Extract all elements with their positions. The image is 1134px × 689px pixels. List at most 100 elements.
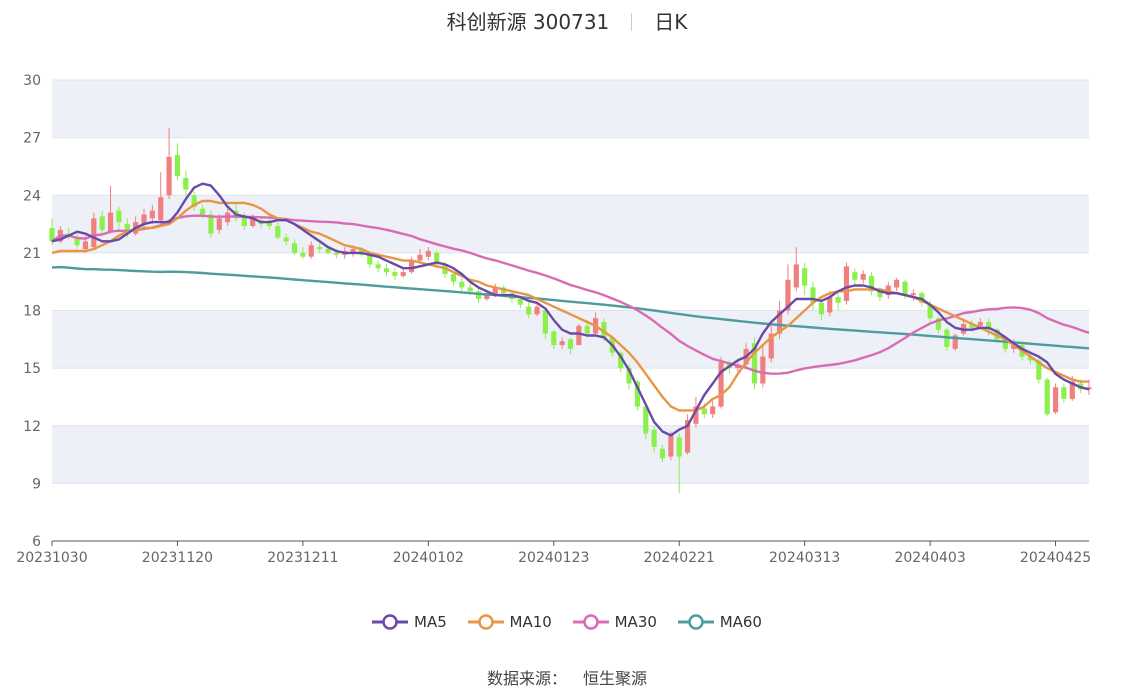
candle-down bbox=[877, 291, 883, 298]
candle-up bbox=[710, 406, 716, 415]
plot-band bbox=[52, 80, 1089, 138]
chart-title: 科创新源 300731 日K bbox=[0, 6, 1134, 35]
candle-up bbox=[400, 272, 406, 276]
candle-up bbox=[843, 266, 850, 301]
candle-up bbox=[793, 264, 799, 288]
candle-up bbox=[860, 274, 866, 280]
y-tick-label: 6 bbox=[32, 534, 41, 550]
x-axis: 20231030 20231120 20231211 20240102 20240123… bbox=[16, 540, 1091, 566]
candle-up bbox=[141, 214, 147, 225]
candle-up bbox=[910, 293, 916, 296]
candle-down bbox=[584, 325, 590, 334]
candle-up bbox=[216, 218, 222, 230]
candle-down bbox=[283, 237, 289, 242]
legend-item-ma60[interactable]: MA60 bbox=[677, 613, 762, 631]
candle-down bbox=[542, 310, 549, 334]
legend-item-ma5[interactable]: MA5 bbox=[372, 613, 447, 631]
candle-down bbox=[291, 243, 298, 253]
candle-down bbox=[567, 339, 574, 349]
candle-down bbox=[902, 281, 908, 296]
ma30-legend-icon bbox=[572, 614, 609, 630]
ma5-line bbox=[51, 182, 1090, 437]
candle-up bbox=[107, 212, 114, 232]
candle-up bbox=[91, 218, 97, 248]
candle-up bbox=[894, 279, 900, 288]
y-tick-label: 24 bbox=[23, 188, 41, 204]
candle-up bbox=[1052, 387, 1059, 413]
candle-down bbox=[626, 368, 632, 384]
legend-label: MA10 bbox=[509, 613, 552, 631]
candle-down bbox=[551, 331, 557, 346]
candle-down bbox=[1061, 387, 1067, 399]
x-tick-label: 20240102 bbox=[393, 550, 464, 566]
y-tick-label: 27 bbox=[23, 131, 41, 147]
candle-down bbox=[317, 247, 323, 250]
x-tick-label: 20240221 bbox=[644, 550, 715, 566]
candle-up bbox=[827, 297, 833, 313]
candle-up bbox=[158, 197, 164, 221]
ma60-legend-icon bbox=[677, 614, 714, 630]
candle-down bbox=[74, 237, 80, 246]
candle-down bbox=[986, 322, 992, 330]
x-tick-label: 20240403 bbox=[894, 550, 965, 566]
candle-down bbox=[1044, 379, 1050, 415]
candle-down bbox=[526, 306, 532, 315]
legend-item-ma30[interactable]: MA30 bbox=[572, 613, 657, 631]
plot-background-bands bbox=[52, 80, 1089, 484]
candle-down bbox=[643, 406, 649, 434]
candle-down bbox=[383, 268, 390, 273]
candle-up bbox=[350, 249, 356, 253]
candle-up bbox=[417, 254, 423, 261]
ma10-legend-icon bbox=[467, 614, 504, 630]
y-tick-label: 9 bbox=[32, 476, 41, 492]
candle-up bbox=[693, 406, 699, 424]
x-tick-label: 20240425 bbox=[1020, 550, 1091, 566]
candle-up bbox=[484, 295, 490, 299]
candle-up bbox=[760, 356, 766, 384]
candle-up bbox=[718, 362, 724, 407]
candle-down bbox=[191, 195, 197, 207]
candle-down bbox=[676, 437, 682, 457]
legend-item-ma10[interactable]: MA10 bbox=[467, 613, 552, 631]
y-tick-label: 18 bbox=[23, 304, 41, 320]
candle-down bbox=[969, 323, 975, 328]
candle-down bbox=[835, 297, 841, 303]
y-axis: 6 9 12 15 18 21 24 27 30 bbox=[23, 73, 41, 550]
source-value: 恒生聚源 bbox=[583, 669, 648, 688]
candle-down bbox=[275, 225, 281, 238]
candle-up bbox=[250, 218, 256, 226]
candle-down bbox=[818, 302, 824, 315]
candle-down bbox=[459, 281, 465, 288]
candle-down bbox=[935, 318, 942, 330]
plot-band bbox=[52, 425, 1089, 484]
moving-average-lines bbox=[51, 182, 1090, 437]
candle-down bbox=[1027, 356, 1034, 361]
candle-down bbox=[183, 177, 189, 190]
candle-down bbox=[467, 287, 473, 292]
candle-down bbox=[651, 429, 657, 447]
candle-down bbox=[618, 352, 624, 369]
x-tick-label: 20231120 bbox=[142, 550, 213, 566]
candle-up bbox=[82, 241, 89, 250]
candle-down bbox=[300, 252, 306, 257]
ma5-legend-icon bbox=[372, 614, 408, 630]
x-tick-label: 20231211 bbox=[267, 550, 338, 566]
candle-down bbox=[208, 214, 214, 234]
candle-down bbox=[124, 224, 130, 234]
ma60-line bbox=[51, 265, 1090, 350]
y-tick-label: 30 bbox=[23, 73, 41, 89]
candle-up bbox=[534, 306, 540, 315]
x-tick-label: 20240123 bbox=[518, 550, 589, 566]
ma30-line bbox=[51, 214, 1090, 375]
candle-down bbox=[116, 210, 122, 223]
candle-down bbox=[434, 252, 440, 265]
candle-down bbox=[852, 272, 858, 280]
candle-up bbox=[684, 419, 691, 453]
candle-down bbox=[375, 264, 381, 269]
candle-down bbox=[1036, 360, 1042, 380]
candle-up bbox=[785, 279, 791, 311]
candle-up bbox=[668, 435, 674, 457]
y-tick-label: 15 bbox=[23, 361, 41, 377]
data-source: 数据来源： 恒生聚源 bbox=[0, 665, 1134, 689]
